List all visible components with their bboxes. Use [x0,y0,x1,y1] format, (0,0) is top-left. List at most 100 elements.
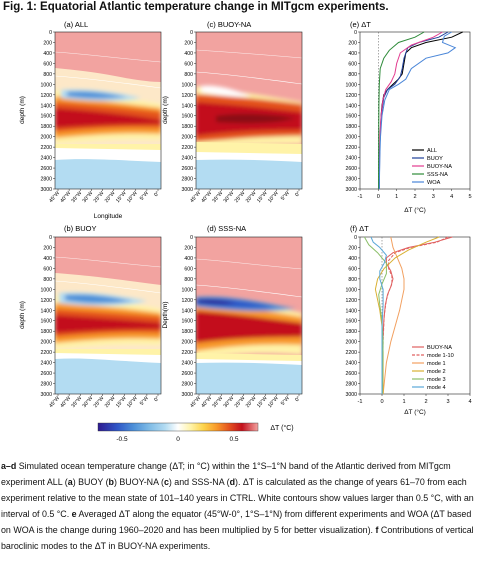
panel-e-ytick-label: 600 [348,61,357,67]
caption-bold-f: f [375,525,379,535]
panel-d-ylabel: Depth(m) [162,301,169,328]
caption-bold-d: d [229,477,235,487]
panel-d-xtick-label: 5°W [280,395,291,406]
panel-f-ytick-label: 1000 [345,287,357,293]
panel-a-ytick-label: 1000 [40,82,52,88]
series-line-woa [378,31,457,190]
panel-d-xtick-label: 10°W [267,395,280,409]
legend-label-mode-1: mode 1 [427,361,446,367]
caption-bold-c: c [163,477,169,487]
panel-a-ytick-label: 1400 [40,103,52,109]
panel-a-ytick-label: 200 [43,40,52,46]
panel-c-ytick-label: 1600 [181,114,193,120]
panel-e: (e) ΔT 0 200 400 600 800 1000 1200 1400 1600 1800… [345,20,471,214]
panel-c: (c) BUOY-NA [195,20,303,190]
panel-d-ytick-label: 3000 [181,392,193,398]
panel-b-ytick-label: 0 [49,235,52,241]
panel-f-ytick-label: 2600 [345,371,357,377]
legend-label-mode-1-10: mode 1-10 [427,353,454,359]
panel-c-ytick-label: 1200 [181,93,193,99]
panel-b-ytick-label: 1800 [40,329,52,335]
panel-d-ytick-label: 200 [184,245,193,251]
series-line-mode-1-10 [381,236,449,395]
panel-c-xtick-label: 30°W [223,190,236,204]
panel-f-ytick-label: 2000 [345,340,357,346]
panel-a-xtick-label: 35°W [70,190,83,204]
panel-f-xtick-label: 4 [468,399,471,405]
panel-c-ytick-label: 600 [184,61,193,67]
panel-e-xtick-label: 3 [432,194,435,200]
panel-b-xtick-label: 0° [153,395,161,403]
panel-d-field [196,237,302,394]
panel-e-xtick-label: 0 [377,194,380,200]
panel-d-label: (d) SSS-NA [207,224,246,233]
panel-b-xtick-label: 30°W [82,395,95,409]
panel-d: (d) SSS-NA [195,224,303,395]
panel-a-ytick-label: 2800 [40,177,52,183]
panel-c-xtick-label: 5°W [280,190,291,201]
panel-a-ytick-label: 600 [43,61,52,67]
colorbar-tick-0: -0.5 [116,436,128,443]
panel-d-ytick-label: 1200 [181,298,193,304]
panel-c-label: (c) BUOY-NA [207,20,251,29]
panel-d-ytick-label: 2600 [181,371,193,377]
caption-text-1: Simulated ocean temperature change (ΔT; … [1,461,451,487]
panel-c-ytick-label: 2400 [181,156,193,162]
panel-e-ytick-label: 800 [348,72,357,78]
figure-title: Fig. 1: Equatorial Atlantic temperature … [3,1,389,13]
panel-a-ylabel: depth (m) [19,96,26,124]
colorbar-tick-1: 0 [176,436,180,443]
panel-d-ytick-label: 1400 [181,308,193,314]
panel-d-ytick-label: 1000 [181,287,193,293]
panel-c-ytick-label: 200 [184,40,193,46]
panel-f: (f) ΔT 0 200 400 600 800 1000 1200 1400 1600 1800… [345,224,471,416]
panel-b-ylabel: depth (m) [19,301,26,329]
panel-d-xtick-label: 30°W [223,395,236,409]
caption-text-3: ) BUOY-NA ( [113,477,164,487]
caption-bold-e: e [71,509,77,519]
panel-b-ytick-label: 600 [43,266,52,272]
panel-c-xtick-label: 10°W [267,190,280,204]
panel-a-ytick-label: 1200 [40,93,52,99]
series-line-mode-1 [382,236,405,395]
panel-d-ytick-label: 800 [184,277,193,283]
panel-b-ytick-label: 1400 [40,308,52,314]
panel-a-xtick-label: 30°W [82,190,95,204]
panel-b-ytick-label: 1600 [40,319,52,325]
panel-b-xtick-label: 40°W [59,395,72,409]
panel-c-ytick-label: 2800 [181,177,193,183]
legend-label-buoy-na: BUOY-NA [427,345,452,351]
panel-c-ytick-label: 800 [184,72,193,78]
panel-e-ytick-label: 200 [348,40,357,46]
caption-text-4: ) and SSS-NA ( [168,477,230,487]
panel-f-ytick-label: 2200 [345,350,357,356]
panel-c-ytick-label: 2600 [181,166,193,172]
panel-c-xtick-label: 15°W [256,190,269,204]
caption-text-6: Averaged ΔT along the equator (45°W-0°, … [1,509,472,535]
panel-a-ytick-label: 1800 [40,124,52,130]
panel-d-xtick-label: 20°W [245,395,258,409]
panel-d-ytick-label: 2800 [181,382,193,388]
panel-f-title: (f) ΔT [350,224,369,233]
panel-a-label: (a) ALL [64,20,88,29]
legend-label-mode-3: mode 3 [427,377,446,383]
panel-d-xtick-label: 0° [294,395,302,403]
panel-e-ytick-label: 2800 [345,177,357,183]
panel-b-xtick-label: 25°W [93,395,106,409]
panel-b-ytick-label: 2800 [40,382,52,388]
panel-a-ytick-label: 800 [43,72,52,78]
panel-f-ytick-label: 1800 [345,329,357,335]
series-line-mode-4 [370,236,387,394]
caption-text-7: Contributions of vertical baroclinic mod… [1,525,474,551]
panel-b-ytick-label: 400 [43,256,52,262]
panel-c-ytick-label: 1800 [181,124,193,130]
panel-a-ytick-label: 2200 [40,145,52,151]
panel-b-xtick-label: 10°W [126,395,139,409]
panel-e-title: (e) ΔT [350,20,371,29]
panel-b-xtick-label: 20°W [104,395,117,409]
panel-f-xtick-label: 0 [380,399,383,405]
panel-c-xtick-label: 20°W [245,190,258,204]
panel-a-ytick-label: 2400 [40,156,52,162]
panel-c-ytick-label: 400 [184,51,193,57]
panel-d-xtick-label: 15°W [256,395,269,409]
